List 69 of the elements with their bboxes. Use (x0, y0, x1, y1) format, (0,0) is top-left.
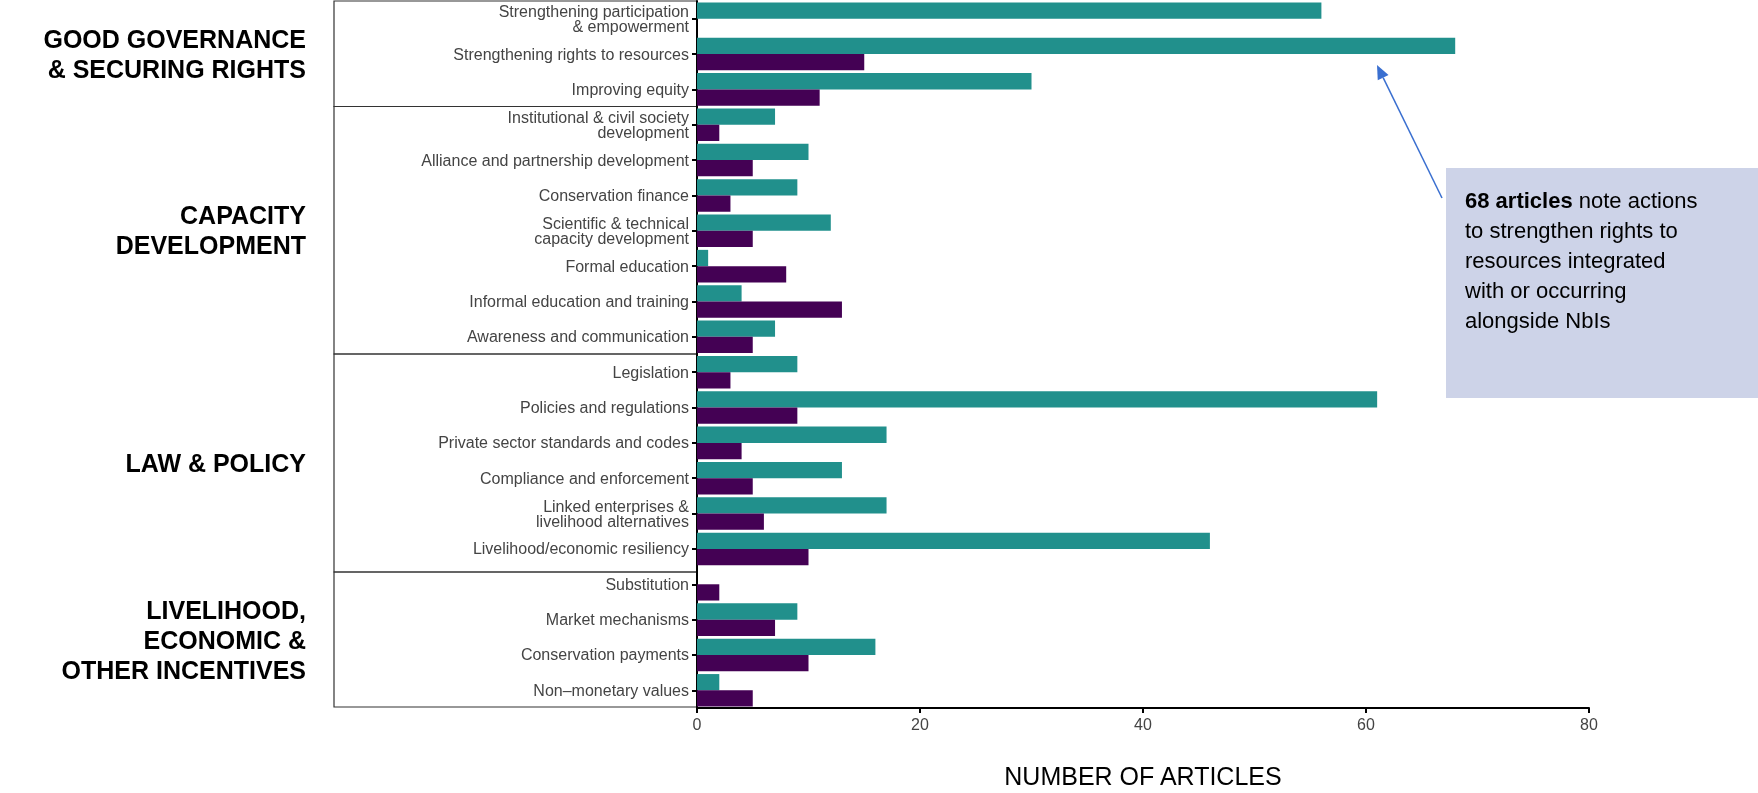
text: LAW & POLICY (125, 449, 307, 477)
y-tick-label: Formal education (565, 257, 689, 275)
bar (697, 230, 753, 248)
bar (697, 497, 887, 514)
bar (697, 391, 1378, 408)
bar (697, 266, 787, 283)
y-tick-label: Livelihood/economic resiliency (472, 540, 689, 558)
bar (697, 124, 720, 141)
y-tick-label: Scientific & technical capacity development (534, 214, 690, 247)
bar (697, 603, 798, 620)
x-tick-label: 0 (692, 715, 702, 733)
y-tick-label: Non–monetary values (533, 681, 689, 699)
text: LIVELIHOOD, ECONOMIC & OTHER INCENTIVES (61, 595, 306, 684)
bar (697, 461, 842, 479)
y-tick-label: Conservation payments (520, 646, 689, 664)
bar (697, 160, 753, 177)
bar (697, 73, 1032, 90)
bar (697, 532, 1210, 549)
x-tick-label: 40 (1134, 715, 1152, 733)
bar (697, 654, 809, 672)
y-tick-label: Legislation (612, 363, 689, 381)
bar (697, 54, 865, 71)
bar (697, 2, 1322, 19)
bar (697, 301, 842, 318)
y-tick-label: Institutional & civil society development (507, 108, 690, 141)
bar (697, 674, 720, 691)
bar (697, 478, 753, 495)
bar (697, 336, 753, 354)
bar (697, 407, 798, 424)
bar (697, 320, 776, 337)
bar (697, 89, 820, 106)
y-tick-label: Compliance and enforcement (479, 469, 690, 487)
y-tick-label: Policies and regulations (520, 399, 689, 417)
bar (697, 143, 809, 161)
x-tick-label: 80 (1580, 715, 1598, 733)
bar (697, 372, 731, 389)
bar (697, 548, 809, 566)
y-tick-label: Informal education and training (469, 292, 689, 310)
y-tick-label: Awareness and communication (466, 328, 689, 346)
x-tick-label: 20 (911, 715, 929, 733)
y-tick-label: Alliance and partnership development (421, 151, 690, 169)
x-tick-label: 60 (1357, 715, 1375, 733)
bar (697, 285, 742, 302)
bar (697, 584, 720, 601)
y-tick-label: Private sector standards and codes (438, 434, 689, 452)
y-tick-label: Conservation finance (538, 186, 690, 204)
x-axis-title: NUMBER OF ARTICLES (1004, 761, 1282, 790)
bar (697, 442, 742, 460)
y-tick-label: Market mechanisms (545, 611, 689, 629)
y-tick-label: Linked enterprises & livelihood alternatives (536, 497, 690, 530)
bar (697, 214, 831, 231)
bar (697, 355, 798, 373)
bar (697, 690, 753, 707)
bar (697, 249, 709, 267)
y-tick-label: Improving equity (571, 80, 689, 98)
bar (697, 619, 776, 636)
text: GOOD GOVERNANCE & SECURING RIGHTS (43, 24, 306, 83)
bar (697, 195, 731, 212)
bar (697, 426, 887, 443)
y-tick-label: Strengthening participation & empowerment (498, 2, 690, 35)
y-tick-label: Strengthening rights to resources (453, 45, 689, 63)
text: CAPACITY DEVELOPMENT (115, 201, 307, 260)
bar (697, 638, 876, 655)
bar (697, 179, 798, 196)
bar (697, 108, 776, 125)
bar (697, 513, 764, 530)
y-tick-label: Substitution (605, 575, 689, 593)
callout-box: 68 articles note actions to strengthen rights to resources integrated with or occurring alongside NbIs (1446, 168, 1758, 398)
bar (697, 37, 1456, 55)
